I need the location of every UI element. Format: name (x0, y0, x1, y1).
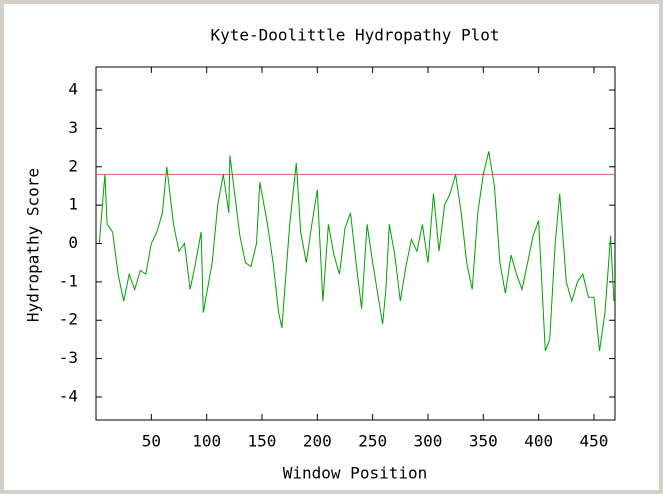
x-tick-label: 300 (414, 432, 443, 451)
x-tick-label: 250 (358, 432, 387, 451)
y-tick-label: -2 (59, 310, 78, 329)
x-tick-label: 150 (248, 432, 277, 451)
y-tick-label: 4 (68, 80, 78, 99)
y-tick-label: 3 (68, 118, 78, 137)
y-tick-label: -3 (59, 348, 78, 367)
x-tick-label: 350 (469, 432, 498, 451)
data-line (98, 151, 615, 352)
x-axis-label: Window Position (283, 464, 428, 483)
x-tick-label: 400 (524, 432, 553, 451)
plot-background (4, 4, 659, 490)
y-tick-label: 2 (68, 156, 78, 175)
y-tick-label: -4 (59, 386, 78, 405)
y-axis-label: Hydropathy Score (24, 168, 43, 322)
chart-title: Kyte-Doolittle Hydropathy Plot (211, 26, 500, 45)
x-tick-label: 450 (580, 432, 609, 451)
x-tick-label: 100 (192, 432, 221, 451)
x-tick-label: 50 (142, 432, 161, 451)
y-tick-label: 0 (68, 233, 78, 252)
x-tick-label: 200 (303, 432, 332, 451)
y-tick-label: 1 (68, 195, 78, 214)
y-tick-label: -1 (59, 271, 78, 290)
